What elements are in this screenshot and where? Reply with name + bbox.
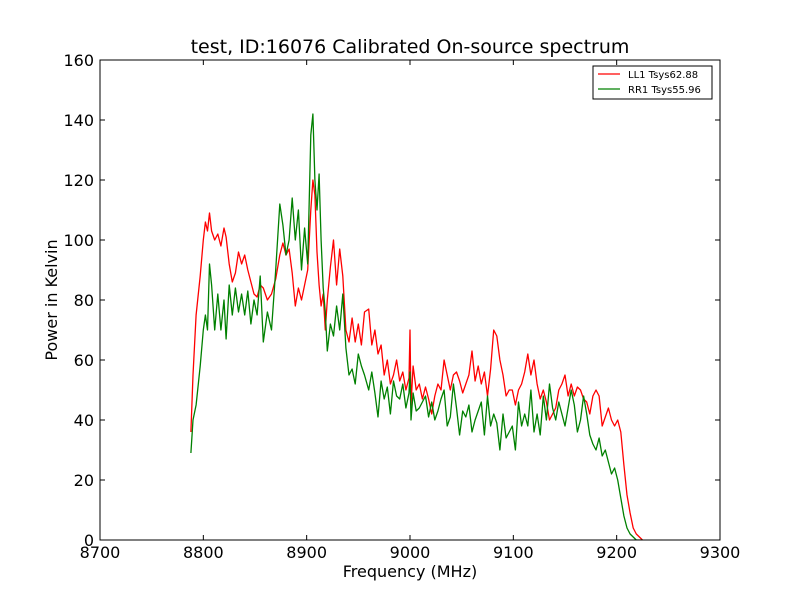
- plot-frame: [99, 59, 721, 541]
- legend-frame: [592, 65, 713, 100]
- y-tick-label: 120: [63, 171, 94, 190]
- series-line-rr1: [190, 113, 643, 540]
- x-tick-label: 9200: [596, 543, 637, 562]
- x-tick-label: 8700: [80, 543, 121, 562]
- y-axis-label: Power in Kelvin: [42, 239, 61, 360]
- y-tick-label: 0: [84, 531, 94, 550]
- legend: LL1 Tsys62.88 RR1 Tsys55.96: [592, 65, 713, 100]
- x-axis-label: Frequency (MHz): [343, 562, 477, 581]
- y-tick-label: 140: [63, 111, 94, 130]
- plot-area: 8700 8800 8900 9000 9100 9200 9300 0 20 40 60 80 100…: [63, 51, 740, 562]
- legend-label-rr1: RR1 Tsys55.96: [628, 85, 701, 96]
- y-tick-label: 100: [63, 231, 94, 250]
- y-tick-label: 160: [63, 51, 94, 70]
- x-tick-label: 9000: [390, 543, 431, 562]
- series-line-ll1: [190, 179, 643, 540]
- legend-label-ll1: LL1 Tsys62.88: [628, 70, 698, 81]
- x-tick-label: 9100: [493, 543, 534, 562]
- x-tick-label: 8900: [286, 543, 327, 562]
- x-tick-label: 9300: [700, 543, 741, 562]
- y-tick-label: 40: [74, 411, 94, 430]
- y-tick-label: 80: [74, 291, 94, 310]
- chart-title: test, ID:16076 Calibrated On-source spec…: [191, 36, 630, 58]
- y-tick-label: 60: [74, 351, 94, 370]
- x-tick-label: 8800: [183, 543, 224, 562]
- y-tick-label: 20: [74, 471, 94, 490]
